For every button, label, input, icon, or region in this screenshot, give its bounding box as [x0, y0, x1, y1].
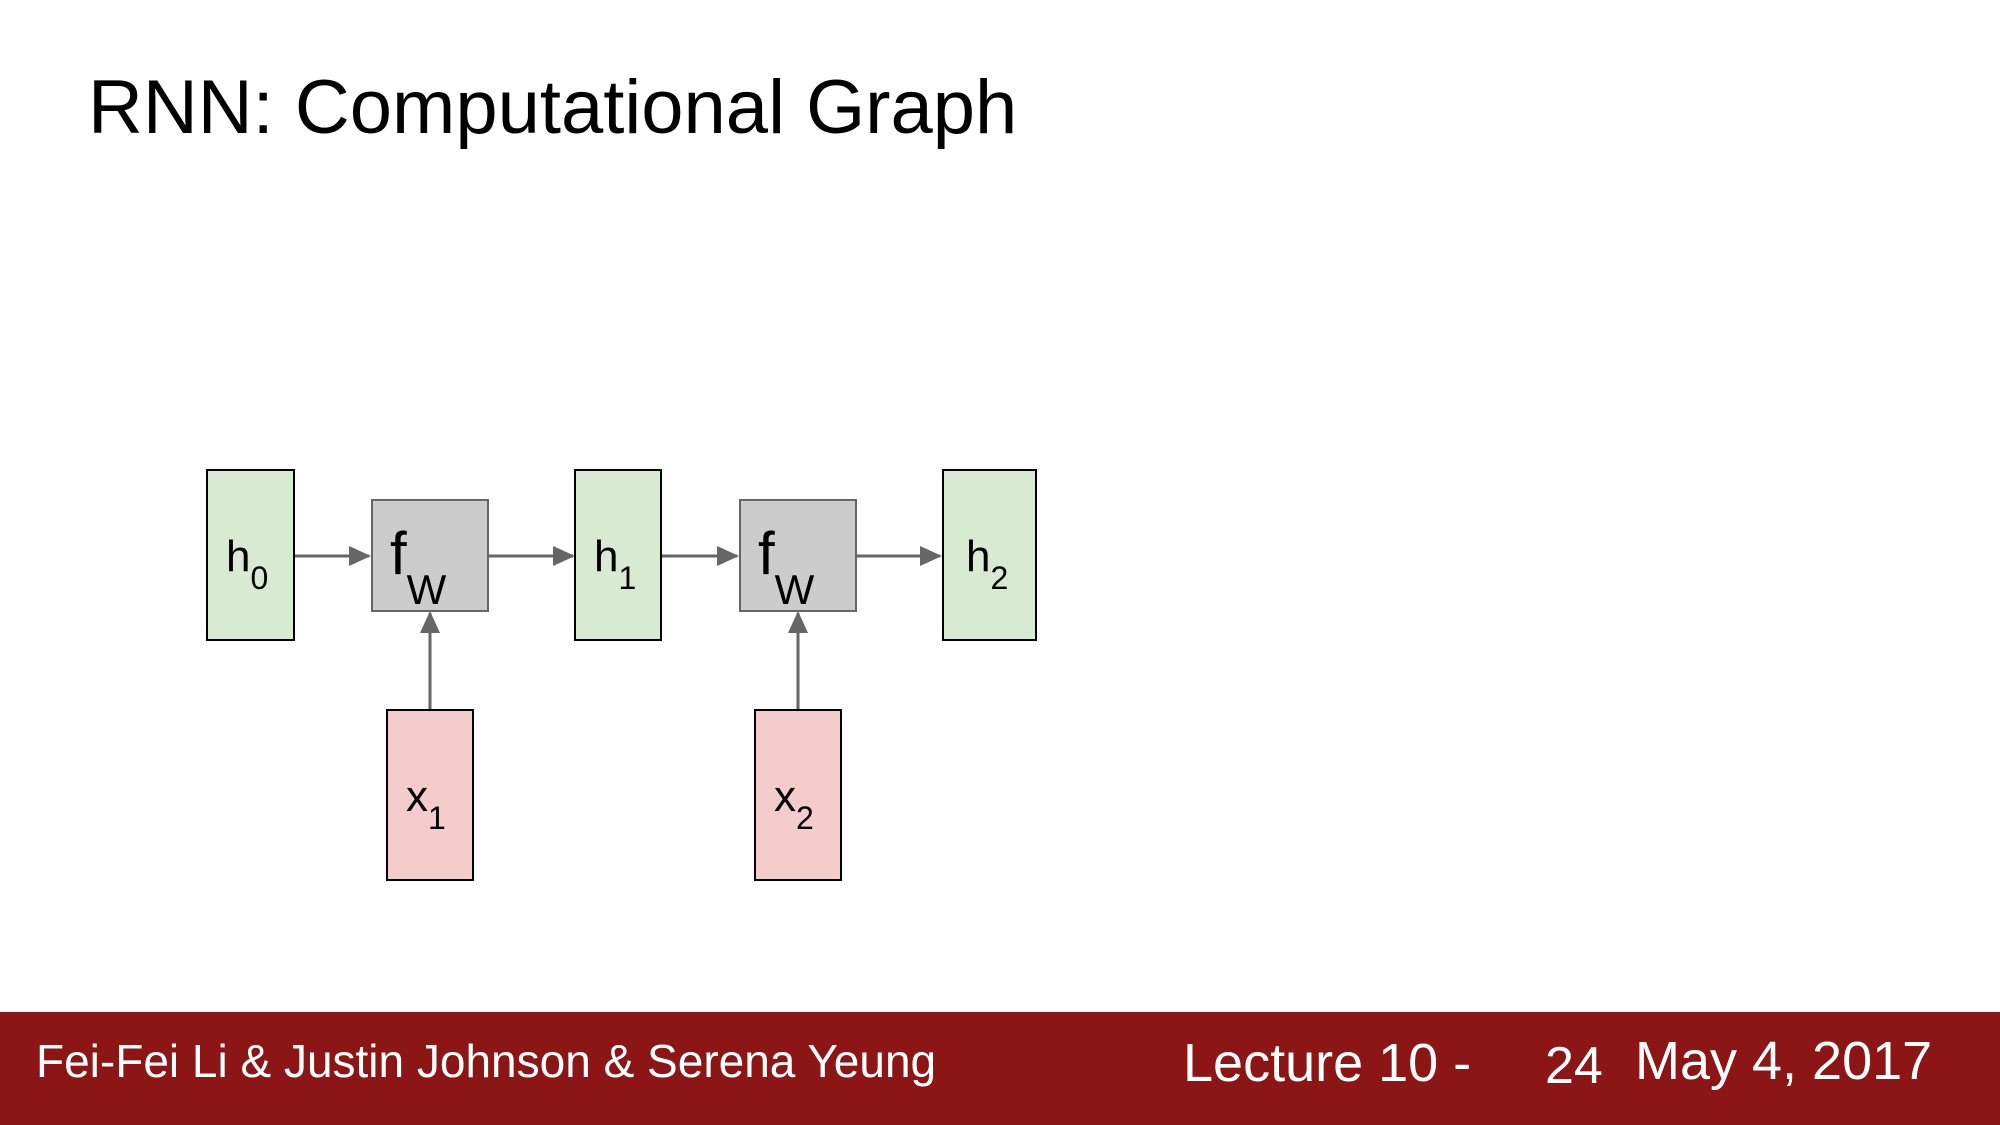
node-h1: h1 [574, 469, 662, 641]
node-fw1-base: f [390, 520, 407, 587]
node-x1: x1 [386, 709, 474, 881]
node-h1-base: h [594, 532, 618, 581]
node-h0-base: h [226, 532, 250, 581]
node-fw2: fW [739, 499, 857, 613]
node-x2-sub: 2 [796, 800, 814, 836]
footer-lecture: Lecture 10 - [1183, 1033, 1472, 1093]
footer-bar: Fei-Fei Li & Justin Johnson & Serena Yeu… [0, 1012, 2000, 1125]
footer-date: May 4, 2017 [1635, 1031, 1933, 1091]
node-fw2-base: f [758, 520, 775, 587]
svg-text:h1: h1 [594, 532, 636, 596]
node-x1-base: x [406, 772, 428, 821]
node-x1-sub: 1 [428, 800, 446, 836]
node-h0-sub: 0 [250, 560, 268, 596]
footer-authors: Fei-Fei Li & Justin Johnson & Serena Yeu… [36, 1035, 937, 1087]
node-h0: h0 [206, 469, 295, 641]
svg-text:fW: fW [758, 520, 815, 613]
svg-text:fW: fW [390, 520, 447, 613]
node-x2-base: x [774, 772, 796, 821]
svg-text:h2: h2 [966, 532, 1008, 596]
node-fw1-sub: W [407, 566, 447, 613]
node-h1-sub: 1 [618, 560, 636, 596]
node-fw2-sub: W [775, 566, 815, 613]
node-h2-base: h [966, 532, 990, 581]
slide-title: RNN: Computational Graph [88, 65, 1018, 150]
svg-text:x2: x2 [774, 772, 814, 836]
node-fw1: fW [371, 499, 489, 613]
node-h2-sub: 2 [990, 560, 1008, 596]
svg-text:h0: h0 [226, 532, 268, 596]
svg-text:x1: x1 [406, 772, 446, 836]
node-x2: x2 [754, 709, 842, 881]
node-h2: h2 [942, 469, 1037, 641]
footer-page-number: 24 [1545, 1037, 1603, 1095]
